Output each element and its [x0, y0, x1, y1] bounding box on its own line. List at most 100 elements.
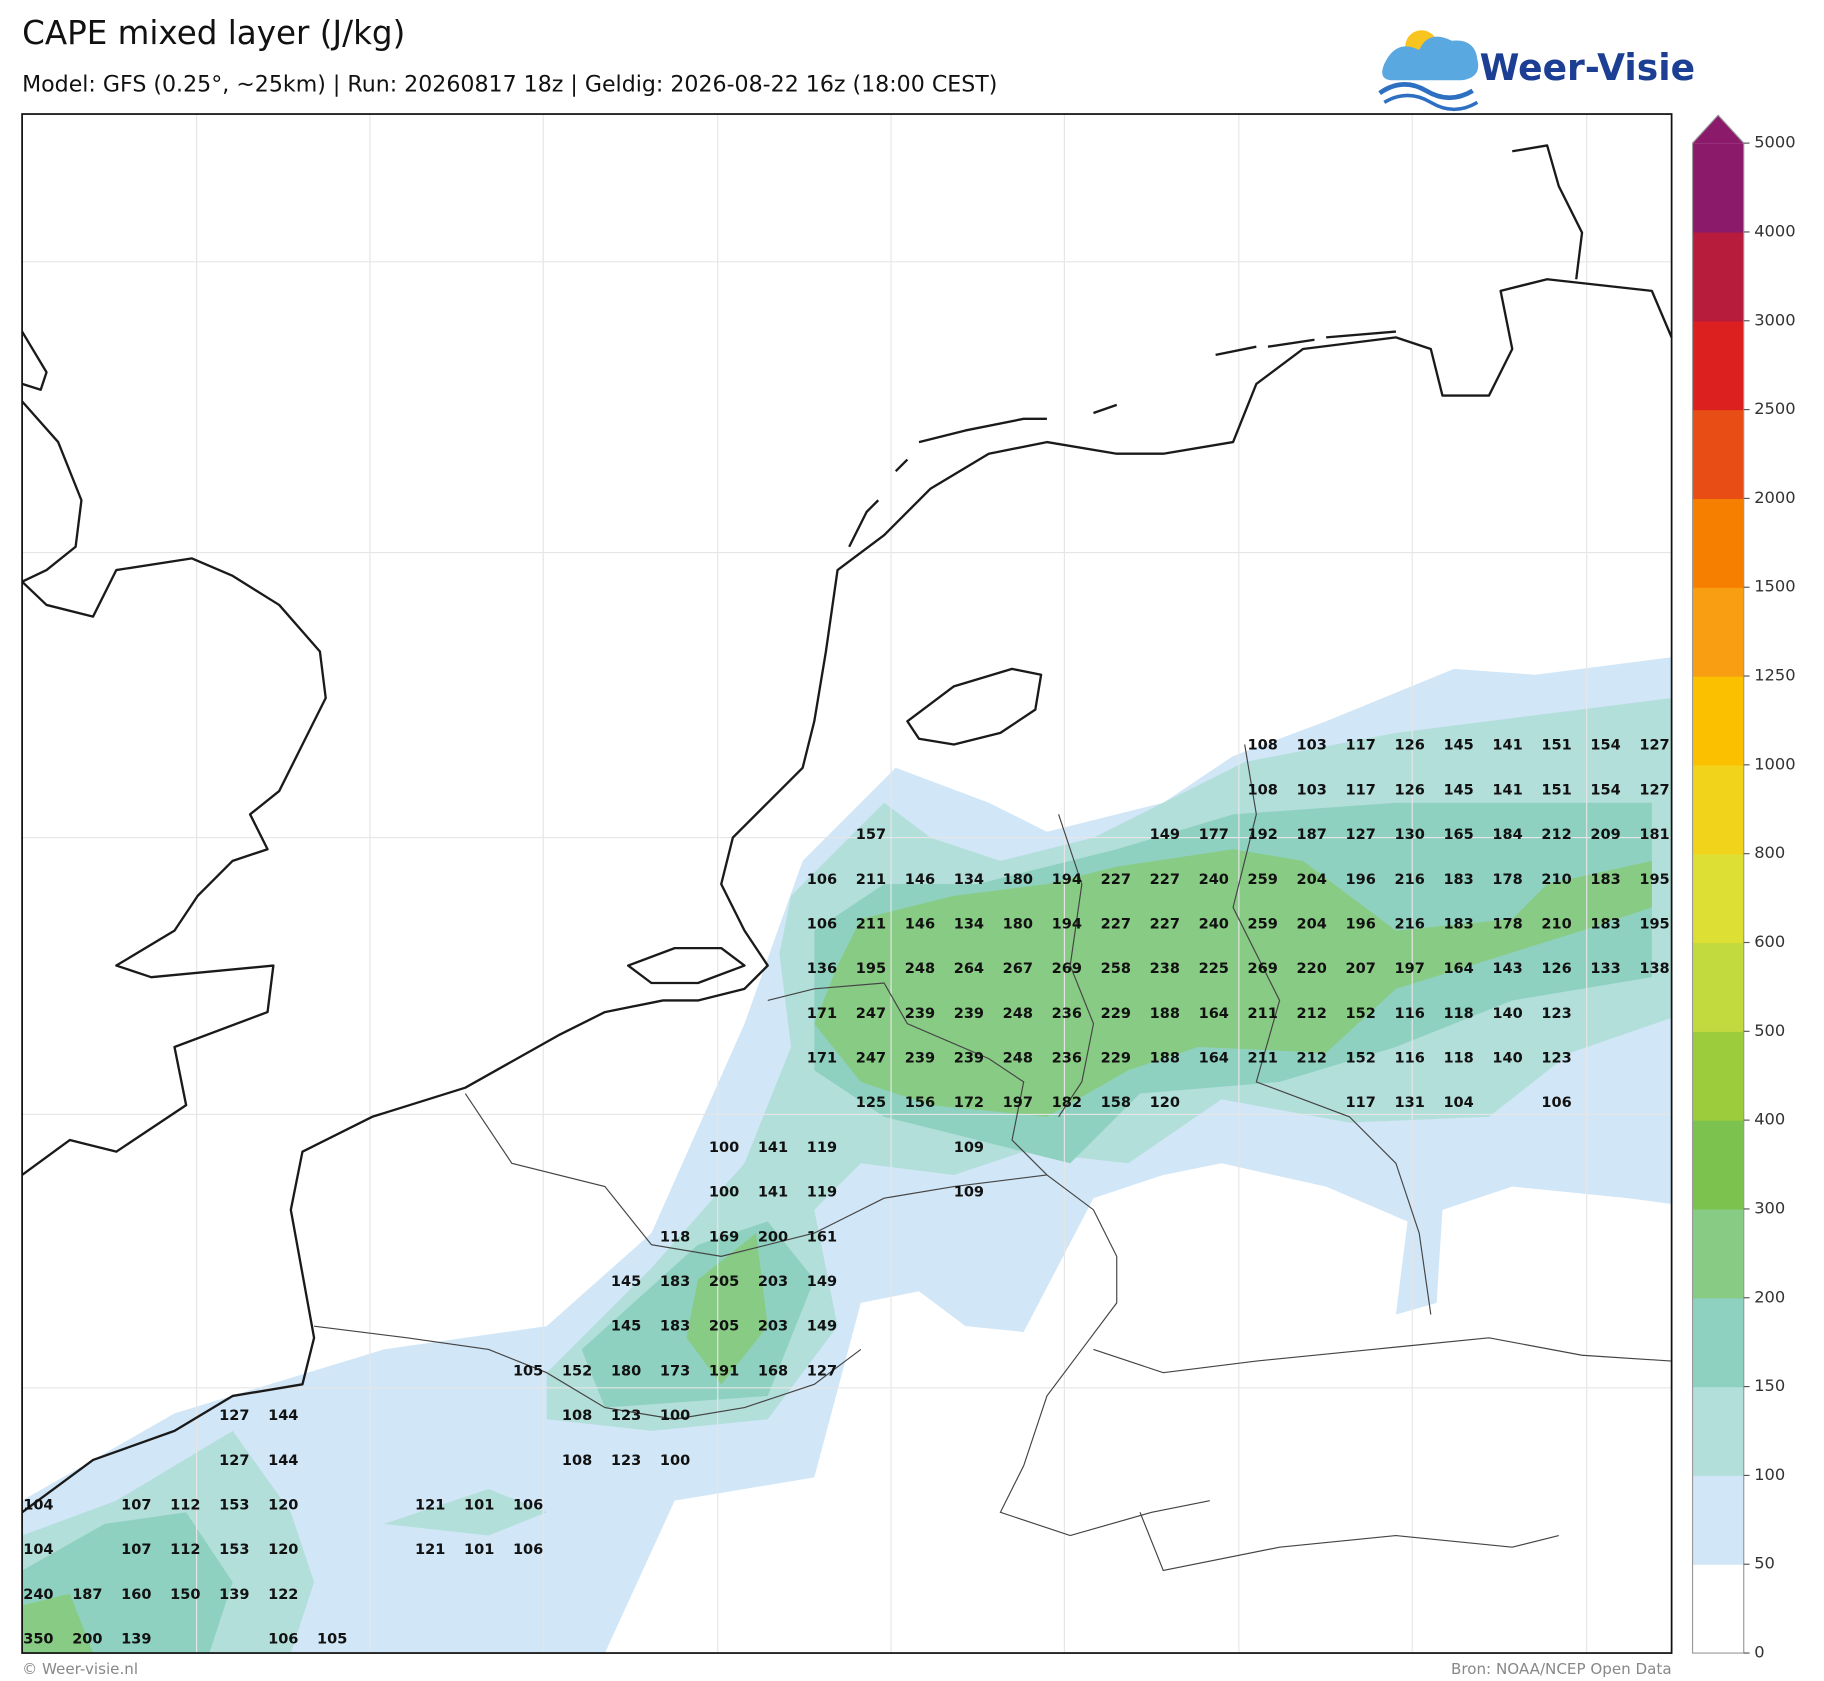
map-area: 108 103 117 126 145 141 151 154 127 108 103 117 126 1…: [21, 113, 1673, 1654]
value-label: 104: [1443, 1095, 1473, 1111]
value-label: 220: [1297, 961, 1327, 977]
value-label: 133: [1590, 961, 1620, 977]
value-label: 216: [1394, 916, 1424, 932]
value-label: 100: [709, 1185, 739, 1201]
cape-area-200: [22, 849, 1652, 1654]
value-label: 108: [562, 1453, 592, 1469]
value-label: 123: [611, 1408, 641, 1424]
value-label: 204: [1297, 916, 1327, 932]
value-label: 183: [1443, 872, 1473, 888]
value-label: 127: [1639, 782, 1669, 798]
value-label: 227: [1150, 916, 1180, 932]
value-label: 181: [1639, 827, 1669, 843]
value-label: 101: [464, 1542, 494, 1558]
colorbar-tick-label: 5000: [1754, 133, 1795, 152]
value-label: 197: [1003, 1095, 1033, 1111]
value-label: 212: [1297, 1006, 1327, 1022]
value-label: 203: [758, 1274, 788, 1290]
value-label: 105: [317, 1632, 347, 1648]
value-label: 183: [1443, 916, 1473, 932]
borders: [314, 744, 1672, 1572]
value-label: 153: [219, 1497, 249, 1513]
value-label: 183: [660, 1319, 690, 1335]
value-label: 158: [1101, 1095, 1131, 1111]
title: CAPE mixed layer (J/kg): [22, 14, 405, 52]
value-label: 151: [1541, 738, 1571, 754]
value-label: 136: [807, 961, 837, 977]
value-label: 127: [219, 1453, 249, 1469]
value-label: 211: [1248, 1051, 1278, 1067]
value-label: 165: [1443, 827, 1473, 843]
value-label: 182: [1052, 1095, 1082, 1111]
value-label: 106: [513, 1542, 543, 1558]
value-label: 104: [23, 1497, 53, 1513]
value-label: 160: [121, 1587, 151, 1603]
colorbar-tick-label: 1500: [1754, 577, 1795, 596]
value-label: 108: [1248, 738, 1278, 754]
value-label: 143: [1492, 961, 1522, 977]
value-label: 117: [1345, 1095, 1375, 1111]
value-label: 239: [905, 1051, 935, 1067]
colorbar-tick-label: 600: [1754, 932, 1785, 951]
value-label: 248: [1003, 1051, 1033, 1067]
value-label: 140: [1492, 1051, 1522, 1067]
value-label: 154: [1590, 738, 1620, 754]
value-label: 122: [268, 1587, 298, 1603]
value-label: 103: [1297, 738, 1327, 754]
value-label: 117: [1345, 782, 1375, 798]
value-label: 106: [1541, 1095, 1571, 1111]
value-label: 227: [1101, 872, 1131, 888]
value-label: 211: [856, 916, 886, 932]
value-label: 195: [1639, 872, 1669, 888]
value-label: 152: [1345, 1006, 1375, 1022]
value-label: 141: [758, 1185, 788, 1201]
value-label: 108: [562, 1408, 592, 1424]
value-label: 229: [1101, 1006, 1131, 1022]
colorbar-swatch: [1692, 1297, 1744, 1388]
value-label: 130: [1394, 827, 1424, 843]
value-label: 156: [905, 1095, 935, 1111]
value-label: 134: [954, 872, 984, 888]
value-label: 209: [1590, 827, 1620, 843]
value-label: 171: [807, 1051, 837, 1067]
value-label: 118: [1443, 1051, 1473, 1067]
value-label: 258: [1101, 961, 1131, 977]
colorbar-swatch: [1692, 320, 1744, 411]
value-label: 153: [219, 1542, 249, 1558]
value-label: 184: [1492, 827, 1522, 843]
value-label: 149: [1150, 827, 1180, 843]
value-label: 269: [1052, 961, 1082, 977]
value-label: 236: [1052, 1051, 1082, 1067]
value-label: 227: [1101, 916, 1131, 932]
value-label: 141: [758, 1140, 788, 1156]
colorbar-tick-label: 100: [1754, 1465, 1785, 1484]
value-label: 267: [1003, 961, 1033, 977]
value-label: 100: [660, 1453, 690, 1469]
colorbar-tick-label: 3000: [1754, 310, 1795, 329]
value-label: 239: [954, 1051, 984, 1067]
value-label: 205: [709, 1274, 739, 1290]
value-label: 139: [219, 1587, 249, 1603]
value-label: 200: [758, 1229, 788, 1245]
colorbar-tick-label: 1000: [1754, 754, 1795, 773]
value-label: 247: [856, 1006, 886, 1022]
subtitle: Model: GFS (0.25°, ~25km) | Run: 2026081…: [22, 71, 997, 97]
value-label: 203: [758, 1319, 788, 1335]
value-label: 139: [121, 1632, 151, 1648]
value-label: 144: [268, 1453, 298, 1469]
value-label: 157: [856, 827, 886, 843]
value-label: 127: [1639, 738, 1669, 754]
value-label: 109: [954, 1140, 984, 1156]
value-label: 118: [1443, 1006, 1473, 1022]
value-label: 125: [856, 1095, 886, 1111]
value-label: 144: [268, 1408, 298, 1424]
value-label: 123: [1541, 1006, 1571, 1022]
value-label: 146: [905, 872, 935, 888]
value-label: 123: [1541, 1051, 1571, 1067]
colorbar: 0 50 100 150 200 300 400 500 600 800 1000 1250 1500 2…: [1691, 114, 1796, 1662]
value-label: 194: [1052, 916, 1082, 932]
value-label: 169: [709, 1229, 739, 1245]
colorbar-swatch: [1692, 1208, 1744, 1299]
value-label: 100: [709, 1140, 739, 1156]
logo: Weer-Visie: [1378, 30, 1695, 112]
